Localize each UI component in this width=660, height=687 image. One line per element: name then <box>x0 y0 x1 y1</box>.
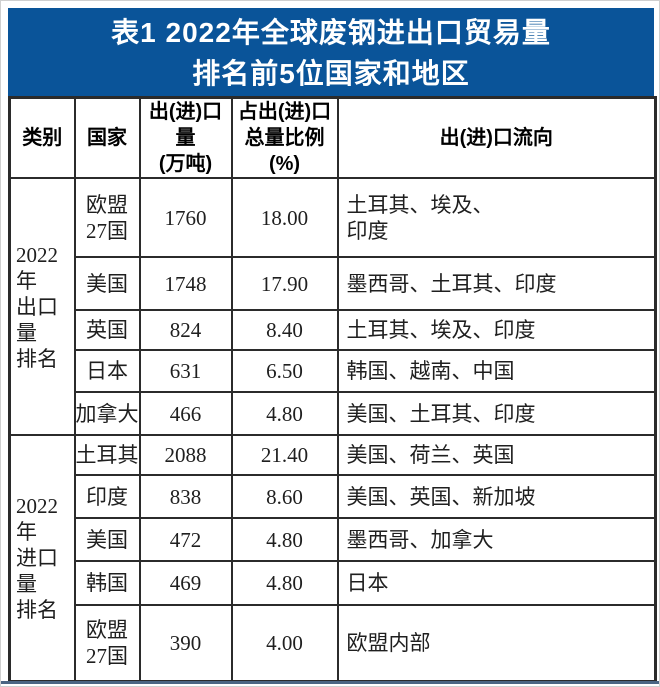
cell-share: 18.00 <box>230 177 339 258</box>
cell-country: 美国 <box>73 517 141 562</box>
header-row: 类别 国家 出(进)口量 (万吨) 占出(进)口 总量比例(%) 出(进)口流向 <box>8 96 657 179</box>
cell-flow: 欧盟内部 <box>336 604 657 682</box>
cell-volume: 838 <box>138 474 233 519</box>
col-header-share: 占出(进)口 总量比例(%) <box>230 96 339 179</box>
col-header-country: 国家 <box>73 96 141 179</box>
cell-share: 4.00 <box>230 604 339 682</box>
col-header-volume: 出(进)口量 (万吨) <box>138 96 233 179</box>
cell-flow: 土耳其、埃及、印度 <box>336 309 657 351</box>
cell-flow: 墨西哥、土耳其、印度 <box>336 256 657 311</box>
cell-country: 欧盟 27国 <box>73 177 141 258</box>
cell-country: 土耳其 <box>73 434 141 476</box>
table-row: 英国 824 8.40 土耳其、埃及、印度 <box>10 309 657 351</box>
cell-volume: 466 <box>138 391 233 436</box>
cell-share: 8.60 <box>230 474 339 519</box>
cell-volume: 472 <box>138 517 233 562</box>
cell-flow: 日本 <box>336 560 657 606</box>
cell-country: 日本 <box>73 349 141 393</box>
cell-country: 欧盟 27国 <box>73 604 141 682</box>
cell-share: 4.80 <box>230 391 339 436</box>
cell-volume: 1760 <box>138 177 233 258</box>
cell-flow: 美国、土耳其、印度 <box>336 391 657 436</box>
cell-volume: 469 <box>138 560 233 606</box>
cell-flow: 韩国、越南、中国 <box>336 349 657 393</box>
col-header-flow: 出(进)口流向 <box>336 96 657 179</box>
cell-volume: 631 <box>138 349 233 393</box>
table-title-line1: 表1 2022年全球废钢进出口贸易量 <box>111 17 551 48</box>
table-row: 加拿大 466 4.80 美国、土耳其、印度 <box>10 391 657 436</box>
cell-volume: 824 <box>138 309 233 351</box>
cell-volume: 2088 <box>138 434 233 476</box>
cell-country: 印度 <box>73 474 141 519</box>
cell-share: 6.50 <box>230 349 339 393</box>
table-row: 日本 631 6.50 韩国、越南、中国 <box>10 349 657 393</box>
table-title-line2: 排名前5位国家和地区 <box>192 58 470 89</box>
cell-share: 17.90 <box>230 256 339 311</box>
table-row: 2022年 出口量 排名 欧盟 27国 1760 18.00 土耳其、埃及、 印… <box>8 177 657 436</box>
cell-country: 加拿大 <box>73 391 141 436</box>
cell-volume: 1748 <box>138 256 233 311</box>
cell-volume: 390 <box>138 604 233 682</box>
cell-flow: 美国、荷兰、英国 <box>336 434 657 476</box>
table-title-bar: 表1 2022年全球废钢进出口贸易量 排名前5位国家和地区 <box>8 8 654 96</box>
bottom-rule <box>1 681 659 684</box>
cell-country: 美国 <box>73 256 141 311</box>
cell-share: 4.80 <box>230 517 339 562</box>
table-row: 美国 1748 17.90 墨西哥、土耳其、印度 <box>10 256 657 311</box>
trade-table: 类别 国家 出(进)口量 (万吨) 占出(进)口 总量比例(%) 出(进)口流向… <box>8 96 657 683</box>
table-row: 印度 838 8.60 美国、英国、新加坡 <box>10 474 657 519</box>
table-row: 2022年 进口量 排名 土耳其 2088 21.40 美国、荷兰、英国 <box>8 434 657 682</box>
category-cell-export: 2022年 出口量 排名 <box>8 177 76 436</box>
col-header-category: 类别 <box>8 96 76 179</box>
cell-flow: 土耳其、埃及、 印度 <box>336 177 657 258</box>
cell-flow: 美国、英国、新加坡 <box>336 474 657 519</box>
cell-share: 8.40 <box>230 309 339 351</box>
category-cell-import: 2022年 进口量 排名 <box>8 434 76 682</box>
cell-flow: 墨西哥、加拿大 <box>336 517 657 562</box>
table-row: 韩国 469 4.80 日本 <box>10 560 657 606</box>
table-row: 欧盟 27国 390 4.00 欧盟内部 <box>10 604 657 682</box>
cell-share: 21.40 <box>230 434 339 476</box>
cell-country: 韩国 <box>73 560 141 606</box>
table-row: 美国 472 4.80 墨西哥、加拿大 <box>10 517 657 562</box>
cell-country: 英国 <box>73 309 141 351</box>
cell-share: 4.80 <box>230 560 339 606</box>
